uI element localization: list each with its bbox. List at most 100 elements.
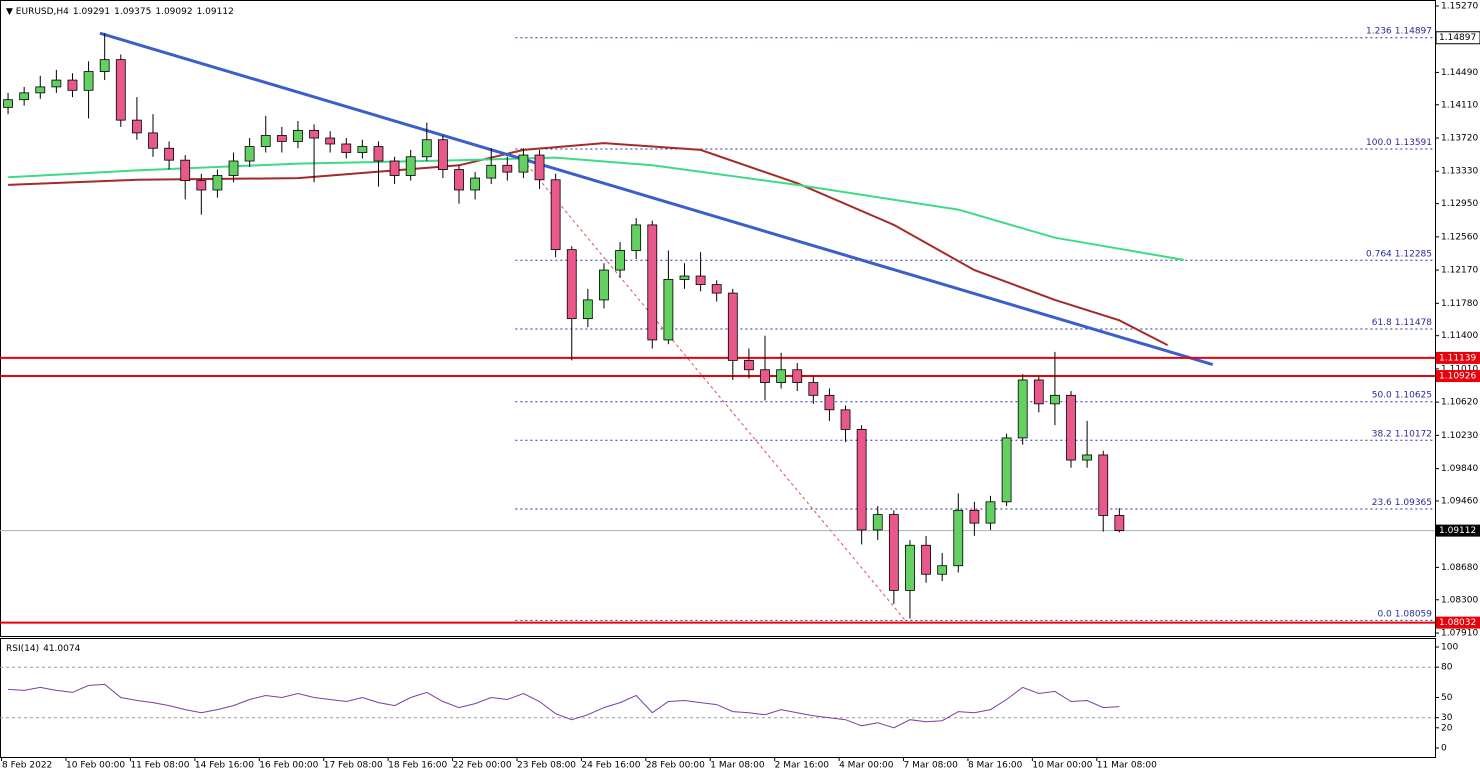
candle-body [341,143,352,153]
y-tick-label: 1.14110 [1441,100,1478,110]
x-tick-label: 23 Feb 08:00 [517,761,576,771]
candle-body [196,180,207,191]
x-tick-label: 10 Mar 00:00 [1032,761,1092,771]
fib-label: 1.236 1.14897 [1366,26,1432,36]
x-tick-label: 16 Feb 00:00 [259,761,318,771]
candle-body [421,139,432,158]
y-tick-label: 1.13330 [1441,167,1478,177]
candle-body [615,250,625,271]
candle-body [566,249,577,320]
candle-body [744,359,754,371]
header-open: 1.09291 [73,7,110,17]
candle-body [631,224,642,251]
y-tick-label: 1.07910 [1441,629,1478,639]
price-box [1436,370,1480,383]
candle-body [115,59,126,121]
x-tick-label: 2 Mar 16:00 [775,761,830,771]
y-tick-label: 1.08300 [1441,595,1478,605]
candle-body [776,369,787,383]
triangle: ▼ [6,7,16,17]
price-box [1436,524,1480,537]
x-tick-label: 1 Mar 08:00 [710,761,765,771]
candle-body [792,369,803,383]
candle-body [99,59,110,72]
moving-average [8,156,1184,261]
fib-ratio: 61.8 [1372,318,1392,328]
rsi-panel [0,638,1436,758]
candle-body [212,175,223,191]
candle-body [293,129,303,142]
fib-ratio: 23.6 [1372,498,1392,508]
x-tick-label: 18 Feb 16:00 [388,761,447,771]
x-tick-label: 11 Mar 08:00 [1097,761,1157,771]
fib-ratio: 0.764 [1366,249,1392,259]
y-tick-label: 1.11780 [1441,299,1478,309]
candle-body [937,565,948,575]
candle-body [1066,394,1076,461]
fib-ratio: 1.236 [1366,26,1392,36]
x-tick-label: 28 Feb 00:00 [646,761,705,771]
candle-body [647,224,658,341]
candle-body [1098,454,1109,516]
candle-body [19,92,30,101]
x-tick-label: 7 Mar 08:00 [904,761,959,771]
trendline [99,31,1214,367]
candle-body [582,299,593,320]
fib-ratio: 50.0 [1372,390,1392,400]
header-close: 1.09112 [197,7,234,17]
header-low: 1.09092 [155,7,192,17]
fib-label: 50.0 1.10625 [1372,390,1432,400]
candle-body [872,514,883,531]
candle-body [35,86,46,94]
candle-body [711,284,722,294]
candle-body [905,544,915,591]
candle-body [808,382,819,396]
y-tick-label: 1.09460 [1441,496,1478,506]
price-box [1436,616,1480,629]
candle-body [695,275,706,285]
fib-price: 1.12285 [1395,249,1432,259]
candle-body [51,79,62,88]
candle-body [727,292,738,361]
candle-body [3,99,13,108]
candle-body [164,147,175,161]
y-tick-label: 1.10620 [1441,398,1478,408]
candle-body [760,369,770,383]
y-tick-label: 1.08680 [1441,563,1478,573]
candle-body [1001,437,1012,503]
candle-body [550,179,561,251]
fib-price: 1.13591 [1395,138,1432,148]
price-panel [0,0,1436,637]
fib-label: 100.0 1.13591 [1366,138,1432,148]
x-tick-label: 11 Feb 08:00 [130,761,189,771]
rsi-tick-label: 80 [1441,663,1453,673]
fib-label: 0.0 1.08059 [1377,609,1432,619]
x-tick-label: 8 Mar 16:00 [968,761,1023,771]
candle-body [1082,454,1093,461]
fib-ratio: 0.0 [1377,609,1392,619]
fib-ratio: 38.2 [1372,429,1392,439]
fib-price: 1.09365 [1395,498,1432,508]
fib-label: 61.8 1.11478 [1372,318,1433,328]
y-tick-label: 1.15270 [1441,1,1478,11]
x-tick-label: 10 Feb 00:00 [66,761,125,771]
fib-label: 38.2 1.10172 [1372,429,1432,439]
fib-price: 1.10625 [1395,390,1432,400]
candle-body [824,394,835,411]
candle-body [373,146,384,162]
price-box-label: 1.10926 [1439,372,1476,382]
moving-average [8,142,1169,346]
candle-body [244,146,255,162]
candle-body [325,137,336,145]
price-box [1436,351,1480,364]
candle-body [83,71,94,91]
rsi-header: RSI(14) 41.0074 [6,644,81,654]
candle-body [840,409,851,430]
y-tick-label: 1.11400 [1441,331,1478,341]
candle-body [276,135,287,142]
candle-body [486,164,497,179]
x-tick-label: 24 Feb 16:00 [581,761,640,771]
candle-body [888,514,899,591]
candle-body [1114,514,1125,532]
